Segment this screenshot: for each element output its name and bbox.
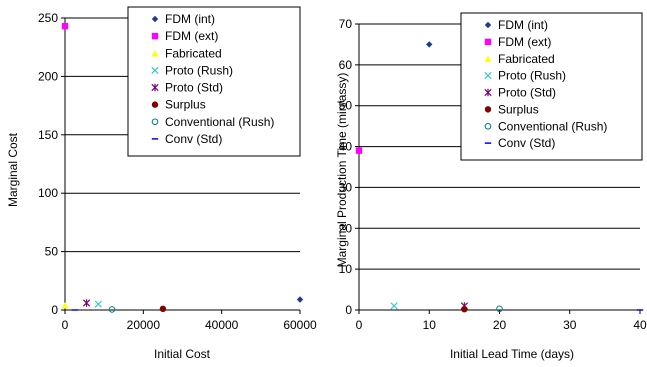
chart-time: Marginal Production Time (min/assy) Init… xyxy=(335,17,647,361)
chart-time-y-tick-label: 0 xyxy=(345,303,352,317)
chart-cost-y-tick-label: 250 xyxy=(38,11,58,25)
chart-time-y-tick-label: 50 xyxy=(339,99,353,113)
chart-time-x-tick-label: 30 xyxy=(563,318,577,332)
chart-cost-point-proto-std xyxy=(82,299,91,307)
chart-time-x-tick-label: 10 xyxy=(423,318,437,332)
legend-marker xyxy=(151,83,159,92)
legend-label: FDM (int) xyxy=(498,18,548,32)
legend-marker xyxy=(484,72,492,80)
legend-label: Conv (Std) xyxy=(498,136,555,150)
legend-label: Proto (Rush) xyxy=(165,63,233,77)
legend-marker xyxy=(151,32,159,40)
legend-marker xyxy=(151,15,159,23)
chart-time-xlabel: Initial Lead Time (days) xyxy=(450,347,574,361)
chart-cost-y-tick-label: 0 xyxy=(51,303,58,317)
chart-time-ylabel: Marginal Production Time (min/assy) xyxy=(335,73,349,268)
legend-label: Fabricated xyxy=(165,46,222,60)
legend-label: FDM (int) xyxy=(165,12,215,26)
chart-cost-ylabel: Marginal Cost xyxy=(6,132,20,207)
chart-cost-xlabel: Initial Cost xyxy=(154,347,211,361)
legend-marker xyxy=(484,55,492,62)
legend-label: Proto (Rush) xyxy=(498,69,566,83)
legend-label: Surplus xyxy=(165,98,206,112)
chart-cost-y-tick-label: 150 xyxy=(38,128,58,142)
chart-cost-point-fdm-int xyxy=(296,296,304,303)
legend-marker xyxy=(151,50,159,57)
chart-time-x-tick-label: 40 xyxy=(633,318,647,332)
chart-cost-y-tick-label: 200 xyxy=(38,69,58,83)
legend-marker xyxy=(151,101,159,108)
legend-box xyxy=(127,6,301,157)
chart-cost-point-conventional-rush xyxy=(108,306,116,313)
legend-marker xyxy=(484,106,492,113)
legend-label: Conventional (Rush) xyxy=(165,115,274,129)
legend-label: Conventional (Rush) xyxy=(498,119,607,133)
chart-time-point-proto-rush xyxy=(390,302,398,310)
chart-cost-x-tick-label: 60000 xyxy=(283,318,317,332)
chart-time-x-tick-label: 20 xyxy=(493,318,507,332)
chart-time-legend: FDM (int) FDM (ext) Fabricated Proto (Rush)… xyxy=(460,12,643,161)
chart-cost-y-tick-label: 50 xyxy=(45,245,59,259)
legend-label: Proto (Std) xyxy=(165,81,223,95)
legend-label: FDM (ext) xyxy=(498,35,551,49)
chart-cost: Marginal Cost Initial Cost 0 50 100 150 200 2… xyxy=(6,11,317,361)
legend-label: Fabricated xyxy=(498,52,555,66)
chart-time-y-tick-label: 30 xyxy=(339,180,353,194)
chart-cost-y-tick-label: 100 xyxy=(38,186,58,200)
chart-time-y-tick-label: 20 xyxy=(339,221,353,235)
chart-time-y-tick-label: 60 xyxy=(339,58,353,72)
chart-time-x-tick-label: 0 xyxy=(356,318,363,332)
chart-time-point-fdm-int xyxy=(426,41,433,48)
legend-label: Conv (Std) xyxy=(165,132,222,146)
chart-time-y-tick-label: 10 xyxy=(339,262,353,276)
chart-cost-x-tick-label: 20000 xyxy=(127,318,161,332)
legend-marker xyxy=(484,88,492,97)
legend-marker xyxy=(151,118,159,126)
chart-cost-point-surplus xyxy=(159,305,167,313)
legend-marker xyxy=(151,66,159,74)
chart-cost-x-tick-label: 40000 xyxy=(205,318,239,332)
chart-time-point-surplus xyxy=(461,305,468,313)
chart-cost-point-fdm-ext xyxy=(61,22,69,30)
legend-marker xyxy=(484,21,492,29)
legend-label: Proto (Std) xyxy=(498,86,556,100)
chart-time-point-conventional-rush xyxy=(496,305,503,313)
legend-label: Surplus xyxy=(498,102,539,116)
chart-cost-x-tick-label: 0 xyxy=(62,318,69,332)
legend-marker xyxy=(484,38,492,46)
chart-cost-point-fabricated xyxy=(61,302,69,309)
chart-time-y-tick-label: 70 xyxy=(339,17,353,31)
chart-time-y-tick-label: 40 xyxy=(339,140,353,154)
chart-cost-point-proto-rush xyxy=(94,300,102,308)
chart-time-point-fdm-ext xyxy=(355,147,363,154)
legend-marker xyxy=(484,122,492,130)
legend-box xyxy=(460,12,643,161)
legend-label: FDM (ext) xyxy=(165,29,218,43)
chart-cost-legend: FDM (int) FDM (ext) Fabricated Proto (Rush)… xyxy=(127,6,301,157)
